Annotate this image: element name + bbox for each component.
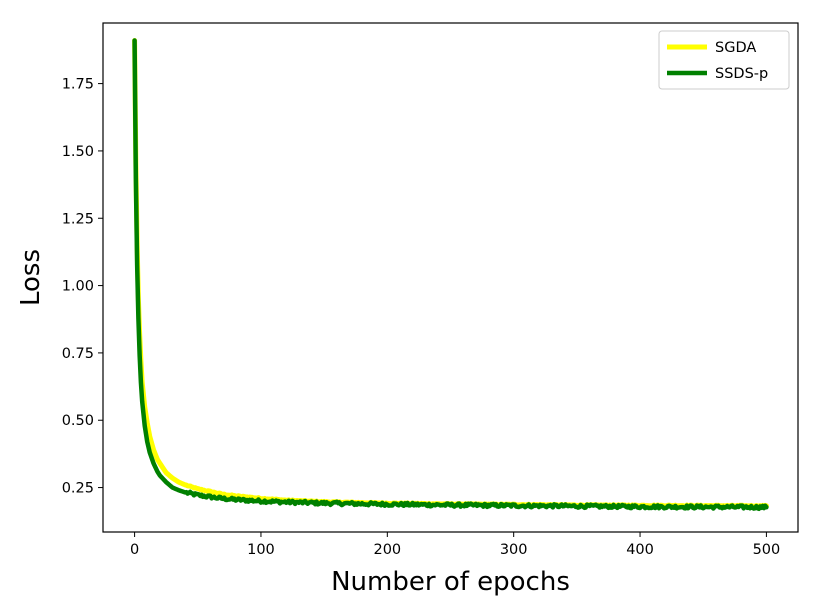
legend: SGDA SSDS-p	[658, 30, 790, 90]
y-tick-label: 1.50	[62, 144, 94, 160]
x-tick-label: 300	[500, 542, 528, 558]
y-axis-label: Loss	[16, 249, 46, 306]
y-tick-label: 1.00	[62, 279, 94, 295]
y-axis-ticks: 0.25 0.50 0.75 1.00 1.25 1.50 1.75	[62, 77, 103, 497]
legend-label: SGDA	[715, 40, 756, 56]
x-tick-label: 200	[373, 542, 401, 558]
x-tick-label: 400	[626, 542, 654, 558]
series-line-ssds-p	[132, 38, 769, 512]
series-line-sgda	[132, 38, 769, 509]
plot-frame	[102, 22, 799, 533]
y-tick-label: 1.75	[62, 77, 94, 93]
x-axis-label: Number of epochs	[331, 567, 570, 597]
y-tick-label: 0.50	[62, 413, 94, 429]
x-tick-label: 500	[753, 542, 781, 558]
legend-label: SSDS-p	[715, 66, 768, 82]
x-tick-label: 0	[130, 542, 139, 558]
x-tick-label: 100	[247, 542, 275, 558]
y-tick-label: 0.75	[62, 346, 94, 362]
y-tick-label: 0.25	[62, 481, 94, 497]
x-axis-ticks: 0 100 200 300 400 500	[130, 532, 780, 558]
y-tick-label: 1.25	[62, 211, 94, 227]
plot-lines	[132, 38, 769, 512]
